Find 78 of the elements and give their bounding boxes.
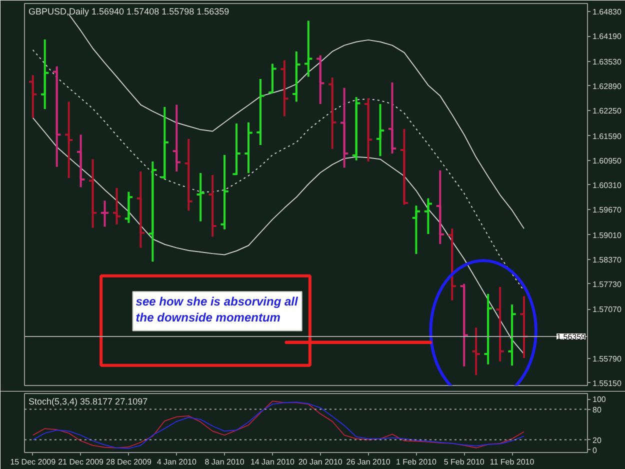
candlestick <box>375 102 386 158</box>
x-tick-label: 28 Dec 2009 <box>106 458 152 466</box>
x-tick-label: 20 Jan 2010 <box>298 458 343 466</box>
candlestick <box>76 134 86 188</box>
candlestick <box>124 190 134 224</box>
y-tick-label: 100 <box>592 395 606 404</box>
candlestick <box>316 54 326 105</box>
x-tick-label: 11 Feb 2010 <box>490 458 535 466</box>
y-tick-label: 1.64190 <box>592 32 622 42</box>
candlestick <box>328 76 338 150</box>
candlestick <box>148 160 158 263</box>
candlestick <box>399 128 410 206</box>
candlestick <box>495 286 505 362</box>
y-tick-label: 80 <box>592 405 602 414</box>
candlestick <box>280 59 290 118</box>
candlestick <box>423 197 434 236</box>
candlestick <box>184 138 194 212</box>
candlestick <box>160 106 170 180</box>
candlestick <box>304 20 314 78</box>
line-series <box>32 49 525 292</box>
annotation: see how she is absorving all the downside momentum <box>136 294 299 325</box>
candlestick <box>351 96 362 162</box>
candlestick <box>64 100 74 180</box>
candlestick <box>172 104 182 172</box>
candlestick <box>411 204 422 255</box>
y-tick-label: 1.62890 <box>592 82 622 91</box>
y-tick-label: 1.60310 <box>592 180 622 190</box>
candlestick <box>112 186 122 226</box>
candlestick <box>196 172 206 222</box>
candlestick <box>435 169 445 245</box>
candlestick <box>292 50 302 103</box>
candlestick <box>447 228 457 302</box>
candlestick <box>40 38 50 110</box>
candlestick <box>459 282 469 368</box>
line-series <box>32 117 525 355</box>
candlestick <box>136 170 146 249</box>
y-tick-label: 1.57070 <box>592 305 622 314</box>
y-tick-label: 1.62250 <box>592 106 622 116</box>
candlestick <box>471 326 481 376</box>
candlestick <box>340 86 350 169</box>
x-tick-label: 8 Jan 2010 <box>204 458 245 466</box>
candlestick <box>100 200 110 228</box>
candlestick <box>363 97 374 163</box>
y-tick-label: 1.55150 <box>592 378 622 388</box>
candlestick <box>256 78 266 146</box>
x-tick-label: 26 Jan 2010 <box>346 458 391 466</box>
x-tick-label: 21 Dec 2009 <box>58 458 104 466</box>
y-tick-label: 1.58370 <box>592 255 622 264</box>
y-tick-label: 1.64830 <box>592 8 622 17</box>
x-tick-label: 4 Jan 2010 <box>156 458 197 466</box>
candlestick <box>28 74 38 119</box>
y-tick-label: 1.61590 <box>592 132 622 141</box>
ref-line-label: 1.56359 <box>556 332 586 342</box>
x-tick-label: 5 Feb 2010 <box>444 458 485 466</box>
candlestick <box>268 62 278 94</box>
x-tick-label: 15 Dec 2009 <box>10 458 56 466</box>
chart-title: Stoch(5,3,4) 35.8177 27.1097 <box>28 396 148 406</box>
y-tick-label: 0 <box>592 446 598 455</box>
candlestick <box>519 295 529 359</box>
candlestick <box>52 65 62 168</box>
y-tick-label: 1.59010 <box>592 230 622 240</box>
y-tick-label: 1.63530 <box>592 57 622 66</box>
chart-title: GBPUSD,Daily 1.56940 1.57408 1.55798 1.56359 <box>28 6 230 16</box>
candlestick <box>387 82 398 154</box>
candlestick <box>208 174 218 238</box>
candlestick <box>244 121 254 174</box>
candlestick <box>507 304 517 367</box>
y-tick-label: 1.59670 <box>592 205 622 214</box>
y-tick-label: 1.55790 <box>592 354 622 364</box>
candlestick <box>88 158 98 229</box>
x-tick-label: 1 Feb 2010 <box>396 458 437 466</box>
candlestick <box>232 122 242 176</box>
y-tick-label: 20 <box>592 436 602 445</box>
y-tick-label: 1.57730 <box>592 280 622 289</box>
y-tick-label: 1.60950 <box>592 156 622 166</box>
candlestick <box>483 292 493 366</box>
x-tick-label: 14 Jan 2010 <box>250 458 296 466</box>
candlestick <box>220 154 230 230</box>
